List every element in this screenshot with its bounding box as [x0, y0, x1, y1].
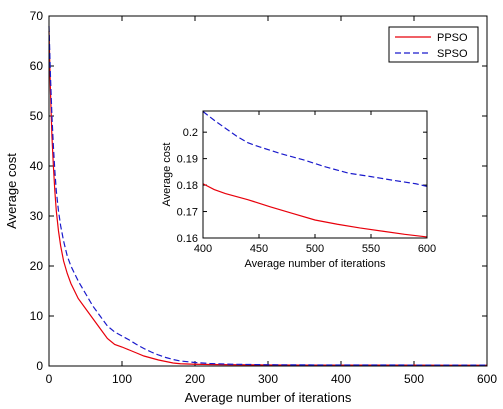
- x-tick-label: 300: [258, 372, 278, 386]
- inset-x-tick-label: 600: [418, 243, 436, 255]
- main-chart: 0 100 200 300 400 500 600 0 10 20 30 40 50 60 70 Averag…: [4, 9, 497, 405]
- y-tick-label: 0: [36, 359, 43, 373]
- y-tick-label: 30: [30, 209, 44, 223]
- x-tick-label: 500: [404, 372, 424, 386]
- legend: PPSO SPSO: [388, 26, 479, 63]
- inset-x-axis-label: Average number of iterations: [244, 258, 386, 270]
- x-tick-label: 0: [46, 372, 53, 386]
- y-tick-label: 20: [30, 259, 44, 273]
- inset-x-tick-label: 400: [194, 243, 212, 255]
- inset-series-spso-line: [202, 111, 428, 187]
- x-tick-label: 200: [185, 372, 205, 386]
- series-spso-line: [48, 25, 488, 366]
- x-tick-label: 100: [112, 372, 132, 386]
- legend-box: [388, 26, 479, 63]
- inset-plot-frame: [202, 110, 428, 239]
- inset-chart: 400 450 500 550 600 0.16 0.17 0.18 0.19 0.2 Averag…: [161, 110, 436, 270]
- y-tick-label: 60: [30, 59, 44, 73]
- inset-y-tick-label: 0.19: [177, 154, 198, 166]
- y-tick-label: 40: [30, 159, 44, 173]
- inset-series-ppso-line: [202, 183, 428, 238]
- inset-y-tick-label: 0.17: [177, 207, 198, 219]
- x-tick-label: 400: [331, 372, 351, 386]
- y-axis-label: Average cost: [4, 153, 19, 229]
- inset-x-tick-label: 550: [362, 243, 380, 255]
- inset-x-tick-label: 500: [306, 243, 324, 255]
- x-tick-label: 600: [477, 372, 497, 386]
- legend-label-spso: SPSO: [437, 48, 468, 60]
- inset-y-axis-label: Average cost: [161, 142, 173, 206]
- y-tick-label: 70: [30, 9, 44, 23]
- inset-y-tick-label: 0.18: [177, 180, 198, 192]
- inset-plot-background: [203, 111, 427, 238]
- inset-y-tick-label: 0.16: [177, 233, 198, 245]
- inset-x-tick-label: 450: [250, 243, 268, 255]
- y-tick-label: 50: [30, 109, 44, 123]
- legend-label-ppso: PPSO: [437, 32, 468, 44]
- inset-y-tick-label: 0.2: [183, 127, 198, 139]
- plot-frame: [48, 15, 488, 367]
- y-tick-label: 10: [30, 309, 44, 323]
- x-axis-label: Average number of iterations: [185, 390, 352, 405]
